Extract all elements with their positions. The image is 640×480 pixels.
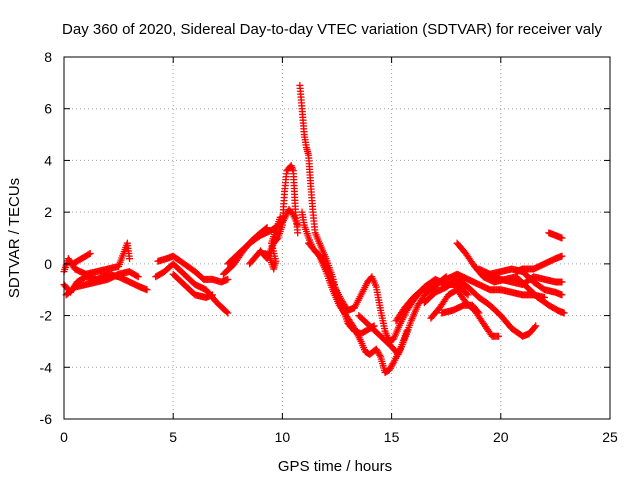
series-track-t	[438, 301, 483, 317]
data-point	[133, 272, 141, 280]
data-point	[560, 309, 568, 317]
chart-title: Day 360 of 2020, Sidereal Day-to-day VTE…	[62, 21, 602, 38]
x-tick-label: 25	[602, 429, 618, 445]
series-track-r	[420, 275, 540, 340]
data-point	[85, 250, 93, 258]
x-tick-label: 20	[493, 429, 509, 445]
series-track-y	[545, 229, 566, 242]
data-point	[224, 309, 232, 317]
y-tick-label: 2	[44, 204, 52, 220]
data-point	[209, 291, 217, 299]
grid-lines	[64, 57, 610, 419]
data-point	[558, 234, 566, 242]
data-point	[464, 291, 472, 299]
y-tick-label: 4	[44, 152, 52, 168]
data-point	[263, 224, 271, 232]
data-point	[531, 323, 539, 331]
y-tick-label: -2	[40, 308, 53, 324]
data-point	[86, 250, 94, 258]
data-point	[558, 278, 566, 286]
series-track-x	[512, 252, 566, 276]
y-axis-title: SDTVAR / TECUs	[6, 178, 23, 298]
x-tick-label: 10	[275, 429, 291, 445]
data-point	[224, 275, 232, 283]
data-point	[294, 229, 302, 237]
series-track-d	[69, 250, 94, 268]
data-point	[558, 291, 566, 299]
y-tick-label: 0	[44, 256, 52, 272]
data-point	[126, 255, 134, 263]
x-axis-title: GPS time / hours	[278, 458, 392, 475]
data-point	[558, 252, 566, 260]
y-tick-label: -4	[40, 359, 53, 375]
data-point	[475, 309, 483, 317]
series-track-b	[60, 239, 134, 278]
data-point	[532, 322, 540, 330]
y-tick-label: -6	[40, 411, 53, 427]
series-track-h	[224, 206, 302, 268]
data-point	[474, 308, 482, 316]
x-tick-label: 15	[384, 429, 400, 445]
data-point	[495, 332, 503, 340]
data-point	[276, 213, 284, 221]
data-point	[223, 308, 231, 316]
series-track-i	[219, 224, 271, 278]
data-point	[463, 290, 471, 298]
data-series	[60, 81, 568, 376]
data-point	[143, 286, 151, 294]
series-track-k	[261, 213, 284, 273]
x-tick-label: 5	[169, 429, 177, 445]
data-point	[262, 225, 270, 233]
plot-frame	[63, 56, 611, 420]
series-track-w	[486, 270, 566, 289]
axis-ticks: 0 5 10 15 20 25 -6 -4 -2 0 2 4 6 8	[40, 49, 618, 445]
series-track-f	[154, 252, 232, 286]
x-tick-label: 0	[60, 429, 68, 445]
y-tick-label: 6	[44, 101, 52, 117]
series-track-s	[431, 270, 548, 301]
data-point	[134, 273, 142, 281]
data-point	[376, 351, 384, 359]
y-tick-label: 8	[44, 49, 52, 65]
series-track-g	[169, 270, 217, 301]
series-track-c	[62, 268, 142, 299]
